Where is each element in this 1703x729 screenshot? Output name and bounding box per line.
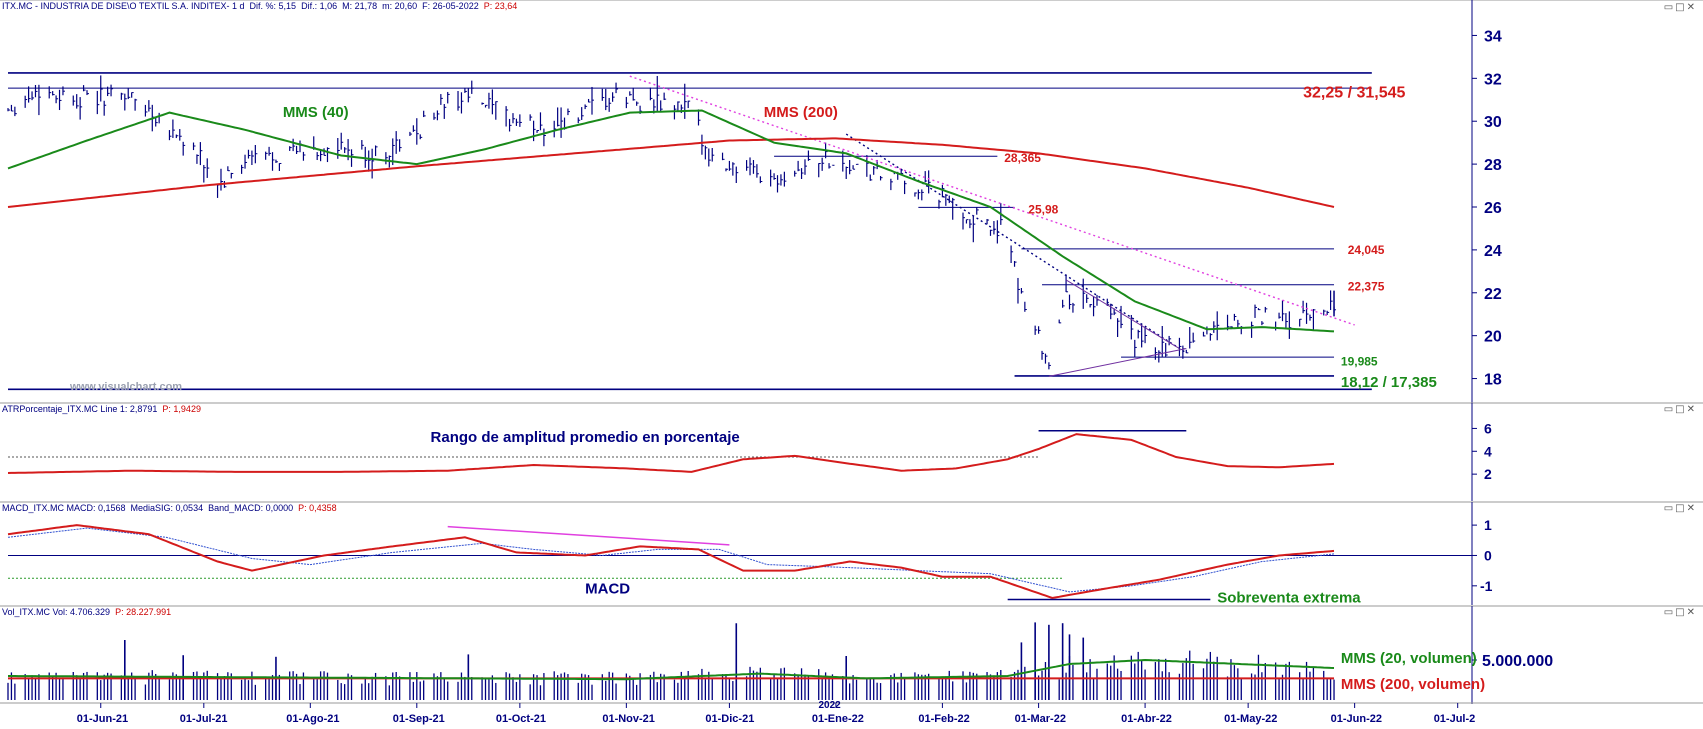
- atr-tick-label: 6: [1484, 420, 1492, 436]
- mms40-line: [7, 109, 1335, 333]
- header-field: P: 0,4358: [298, 503, 337, 513]
- macd-tick-label: 1: [1484, 517, 1492, 533]
- x-axis-label: 01-Nov-21: [602, 713, 655, 725]
- x-axis-label: 01-Ago-21: [286, 713, 339, 725]
- volume-bars: [7, 650, 1335, 700]
- header-field: ITX.MC - INDUSTRIA DE DISE\O TEXTIL S.A.…: [2, 1, 245, 11]
- header-field: MediaSIG: 0,0534: [130, 503, 204, 513]
- trend-line: [629, 75, 1355, 326]
- header-field: Band_MACD: 0,0000: [208, 503, 294, 513]
- atr-title-label: Rango de amplitud promedio en porcentaje: [431, 429, 740, 446]
- x-axis-label: 01-Jun-21: [77, 713, 128, 725]
- watermark: www.visualchart.com: [69, 381, 182, 393]
- level-24-label: 24,045: [1348, 243, 1385, 257]
- atr-panel-header: ATRPorcentaje_ITX.MC Line 1: 2,8791 P: 1,…: [2, 404, 206, 414]
- macd-divergence-line: [447, 525, 730, 546]
- price-tick-label: 22: [1484, 286, 1502, 303]
- vol-tick-label: 5.000.000: [1482, 653, 1553, 670]
- macd-tick-label: -1: [1480, 578, 1493, 594]
- macd-label: MACD: [585, 580, 630, 597]
- level-top-label: 32,25 / 31,545: [1303, 85, 1405, 102]
- header-field: Vol_ITX.MC Vol: 4.706.329: [2, 607, 111, 617]
- atr-tick-label: 2: [1484, 466, 1492, 482]
- header-field: P: 1,9429: [162, 404, 201, 414]
- macd-tick-label: 0: [1484, 547, 1492, 563]
- macd-signal-line: [7, 527, 1335, 593]
- vol-mms200-label: MMS (200, volumen): [1341, 676, 1485, 693]
- price-tick-label: 30: [1484, 114, 1502, 131]
- price-tick-label: 32: [1484, 71, 1502, 88]
- price-tick-label: 28: [1484, 157, 1502, 174]
- x-axis-label: 01-Dic-21: [705, 713, 754, 725]
- x-axis-label: 01-Jul-21: [180, 713, 228, 725]
- header-field: F: 26-05-2022: [422, 1, 479, 11]
- header-field: Dif.: 1,06: [301, 1, 338, 11]
- macd-line: [7, 524, 1335, 600]
- mms200-line: [7, 137, 1335, 208]
- trend-line: [845, 133, 1187, 354]
- header-field: M: 21,78: [342, 1, 378, 11]
- triangle-upper-line: [1065, 279, 1180, 349]
- price-tick-label: 20: [1484, 329, 1502, 346]
- price-window-buttons[interactable]: ▭□✕: [1663, 2, 1697, 13]
- x-axis-label: 01-Sep-21: [393, 713, 445, 725]
- macd-window-buttons[interactable]: ▭□✕: [1663, 503, 1697, 514]
- atr-line: [7, 433, 1335, 474]
- price-tick-label: 18: [1484, 372, 1502, 389]
- vol-mms20-label: MMS (20, volumen): [1341, 650, 1477, 667]
- price-tick-label: 26: [1484, 200, 1502, 217]
- header-field: P: 23,64: [483, 1, 518, 11]
- price-tick-label: 34: [1484, 28, 1502, 45]
- header-field: Dif. %: 5,15: [249, 1, 297, 11]
- oversold-label: Sobreventa extrema: [1217, 590, 1361, 607]
- x-axis-label: 01-Jun-22: [1331, 713, 1382, 725]
- triangle-lower-line: [1048, 348, 1187, 377]
- vol-mms20-line: [8, 658, 1335, 681]
- level-22-label: 22,375: [1348, 280, 1385, 294]
- x-axis-label: 01-Jul-2: [1434, 713, 1476, 725]
- price-tick-label: 24: [1484, 243, 1502, 260]
- header-field: MACD_ITX.MC MACD: 0,1568: [2, 503, 126, 513]
- x-axis-label: 01-Ene-22: [812, 713, 864, 725]
- header-field: m: 20,60: [382, 1, 418, 11]
- level-bottom-label: 18,12 / 17,385: [1341, 374, 1437, 391]
- level-20-label: 19,985: [1341, 355, 1378, 369]
- year-marker: 2022: [818, 700, 841, 711]
- header-field: P: 28.227.991: [115, 607, 172, 617]
- header-field: ATRPorcentaje_ITX.MC Line 1: 2,8791: [2, 404, 158, 414]
- atr-tick-label: 4: [1484, 443, 1492, 459]
- x-axis-label: 01-Oct-21: [496, 713, 546, 725]
- volume-window-buttons[interactable]: ▭□✕: [1663, 607, 1697, 618]
- atr-window-buttons[interactable]: ▭□✕: [1663, 404, 1697, 415]
- x-axis-label: 01-Abr-22: [1121, 713, 1172, 725]
- price-bars: [7, 75, 1337, 370]
- volume-panel-header: Vol_ITX.MC Vol: 4.706.329 P: 28.227.991: [2, 607, 176, 617]
- x-axis-label: 01-Feb-22: [918, 713, 969, 725]
- price-panel-header: ITX.MC - INDUSTRIA DE DISE\O TEXTIL S.A.…: [2, 1, 522, 11]
- level-28-label: 28,365: [1004, 151, 1041, 165]
- x-axis-label: 01-May-22: [1224, 713, 1277, 725]
- mms40-label: MMS (40): [283, 104, 349, 121]
- x-axis-label: 01-Mar-22: [1015, 713, 1066, 725]
- level-26-label: 25,98: [1028, 202, 1058, 216]
- mms200-label: MMS (200): [764, 104, 838, 121]
- macd-panel-header: MACD_ITX.MC MACD: 0,1568 MediaSIG: 0,0534…: [2, 503, 342, 513]
